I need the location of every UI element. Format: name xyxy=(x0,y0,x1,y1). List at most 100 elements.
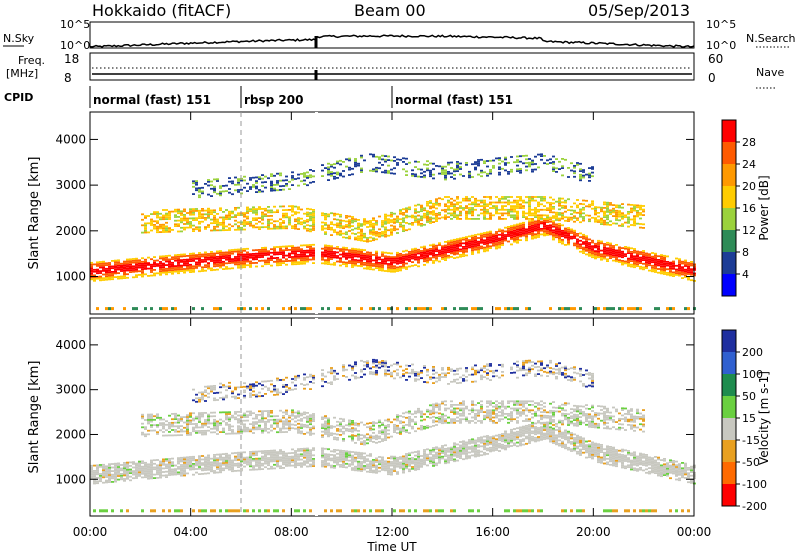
heatmap-cell xyxy=(102,472,105,475)
heatmap-cell xyxy=(282,222,285,224)
heatmap-cell xyxy=(213,385,216,387)
heatmap-cell xyxy=(513,231,516,234)
heatmap-cell xyxy=(114,265,117,267)
heatmap-cell xyxy=(489,238,492,240)
heatmap-cell xyxy=(258,509,261,513)
heatmap-cell xyxy=(615,215,618,218)
heatmap-cell xyxy=(621,223,624,226)
heatmap-cell xyxy=(195,182,198,184)
heatmap-cell xyxy=(351,439,354,442)
heatmap-cell xyxy=(216,265,219,267)
heatmap-cell xyxy=(525,165,528,168)
heatmap-cell xyxy=(243,391,246,394)
heatmap-cell xyxy=(258,220,261,223)
heatmap-cell xyxy=(441,254,444,257)
heatmap-cell xyxy=(171,473,174,476)
heatmap-cell xyxy=(486,240,489,243)
heatmap-cell xyxy=(165,225,168,228)
heatmap-cell xyxy=(480,199,483,202)
heatmap-cell xyxy=(417,252,420,255)
heatmap-cell xyxy=(150,477,153,480)
heatmap-cell xyxy=(450,241,453,244)
heatmap-cell xyxy=(180,416,183,419)
heatmap-cell xyxy=(465,241,468,244)
heatmap-cell xyxy=(651,261,654,264)
heatmap-cell xyxy=(303,462,306,464)
heatmap-cell xyxy=(456,162,459,165)
heatmap-cell xyxy=(144,465,147,468)
heatmap-cell xyxy=(333,416,336,419)
heatmap-cell xyxy=(270,379,273,382)
heatmap-cell xyxy=(321,430,324,433)
heatmap-cell xyxy=(312,210,315,213)
heatmap-cell xyxy=(381,222,384,224)
heatmap-cell xyxy=(312,454,315,457)
heatmap-cell xyxy=(396,268,399,271)
heatmap-cell xyxy=(135,473,138,476)
heatmap-cell xyxy=(465,236,468,238)
heatmap-cell xyxy=(333,163,336,165)
heatmap-cell xyxy=(624,260,627,263)
heatmap-cell xyxy=(189,224,192,227)
heatmap-cell xyxy=(369,221,372,224)
heatmap-cell xyxy=(558,232,561,234)
heatmap-cell xyxy=(534,224,537,226)
heatmap-cell xyxy=(306,228,309,230)
heatmap-cell xyxy=(324,422,327,425)
heatmap-cell xyxy=(609,220,612,223)
heatmap-cell xyxy=(537,223,540,226)
heatmap-cell xyxy=(234,207,237,209)
heatmap-cell xyxy=(282,420,285,423)
heatmap-cell xyxy=(363,236,366,239)
heatmap-cell xyxy=(324,255,327,258)
heatmap-cell xyxy=(225,251,228,254)
heatmap-cell xyxy=(579,243,582,246)
heatmap-cell xyxy=(354,159,357,162)
heatmap-cell xyxy=(261,177,264,180)
heatmap-cell xyxy=(288,260,291,262)
heatmap-cell xyxy=(420,172,423,175)
heatmap-cell xyxy=(462,207,465,209)
heatmap-cell xyxy=(303,259,306,261)
heatmap-cell xyxy=(216,307,219,311)
heatmap-cell xyxy=(192,463,195,465)
heatmap-cell xyxy=(423,251,426,253)
heatmap-cell xyxy=(321,425,324,428)
heatmap-cell xyxy=(213,252,216,255)
heatmap-cell xyxy=(549,196,552,199)
heatmap-cell xyxy=(270,411,273,414)
heatmap-cell xyxy=(399,269,402,272)
heatmap-cell xyxy=(453,238,456,241)
heatmap-cell xyxy=(441,169,444,172)
heatmap-cell xyxy=(144,228,147,230)
heatmap-cell xyxy=(96,466,99,468)
heatmap-cell xyxy=(168,509,171,513)
heatmap-cell xyxy=(414,173,417,176)
heatmap-cell xyxy=(219,257,222,260)
heatmap-cell xyxy=(168,458,171,460)
heatmap-cell xyxy=(276,453,279,455)
heatmap-cell xyxy=(306,421,309,423)
heatmap-cell xyxy=(153,424,156,426)
heatmap-cell xyxy=(255,191,258,193)
heatmap-cell xyxy=(234,386,237,389)
heatmap-cell xyxy=(117,268,120,271)
heatmap-cell xyxy=(276,181,279,184)
heatmap-cell xyxy=(342,418,345,421)
heatmap-cell xyxy=(183,430,186,433)
heatmap-cell xyxy=(99,270,102,272)
heatmap-cell xyxy=(576,219,579,221)
heatmap-cell xyxy=(96,473,99,476)
heatmap-cell xyxy=(351,460,354,462)
heatmap-cell xyxy=(192,213,195,216)
heatmap-cell xyxy=(447,161,450,164)
heatmap-cell xyxy=(297,374,300,377)
heatmap-cell xyxy=(507,235,510,237)
heatmap-cell xyxy=(669,263,672,266)
heatmap-cell xyxy=(468,242,471,245)
heatmap-cell xyxy=(159,262,162,265)
heatmap-cell xyxy=(405,266,408,269)
heatmap-cell xyxy=(201,458,204,461)
heatmap-cell xyxy=(450,161,453,164)
heatmap-cell xyxy=(480,212,483,215)
